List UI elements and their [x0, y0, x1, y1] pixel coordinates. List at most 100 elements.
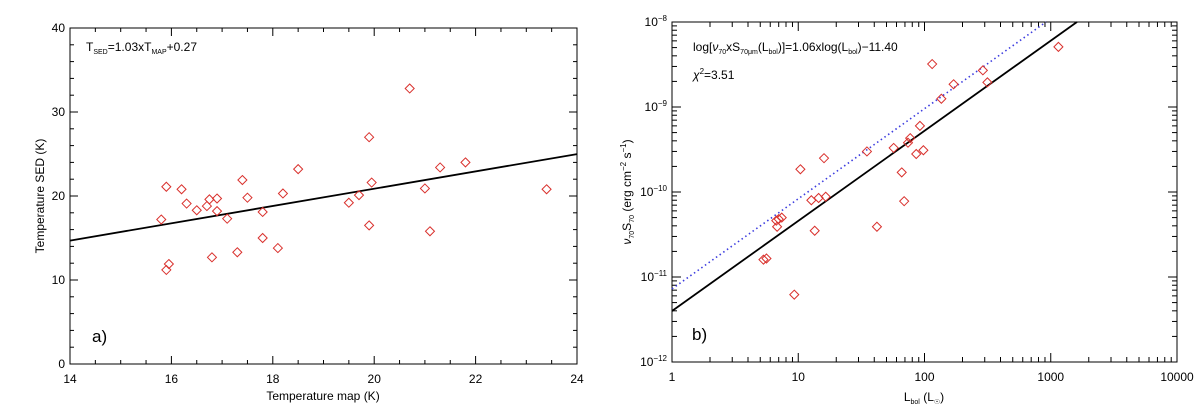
data-point-a — [161, 181, 172, 192]
data-point-b — [936, 93, 947, 104]
data-point-a — [191, 205, 202, 216]
data-point-a — [434, 162, 446, 173]
data-point-b — [861, 146, 873, 157]
data-point-a — [363, 131, 375, 143]
ylabel-b-rest: (erg cm — [620, 171, 634, 215]
x-axis-label-b: Lbol (L☉) — [904, 390, 944, 406]
panel-label-b: b) — [692, 325, 707, 344]
ylabel-b-s: s — [620, 153, 634, 162]
eq-b-s4: bol — [848, 49, 858, 56]
data-point-a — [176, 184, 187, 195]
xlabel-b-L: L — [904, 390, 911, 404]
y-tick-label-b: 10−8 — [645, 14, 668, 29]
ylabel-b-close: ) — [620, 139, 634, 143]
x-tick-label-a: 14 — [63, 372, 77, 386]
eq-b-e: )−11.40 — [858, 40, 898, 54]
data-point-a — [272, 242, 284, 254]
x-tick-labels-b: 1 10 100 1000 10000 — [669, 370, 1194, 384]
eq-b-nu: ν — [712, 40, 718, 54]
y-tick-label-b-exp: −10 — [653, 184, 667, 193]
xlabel-b-close: ) — [940, 390, 944, 404]
equation-annotation-a: TSED=1.03xTMAP+0.27 — [86, 40, 197, 56]
data-point-b — [904, 132, 916, 144]
y-tick-label-b: 10−10 — [640, 184, 667, 199]
y-tick-label-b-base: 10 — [640, 185, 654, 199]
fit-line-b-solid — [671, 21, 1078, 312]
eq-b-b: xS — [726, 40, 740, 54]
plot-frame-b — [671, 21, 1178, 363]
eq-b-s1: 70 — [718, 49, 726, 56]
y-tick-label-a: 0 — [58, 357, 65, 371]
y-tick-label-b-base: 10 — [641, 270, 655, 284]
eq-a-T: T — [86, 40, 94, 54]
data-point-b — [914, 120, 926, 132]
data-point-a — [366, 177, 377, 188]
data-point-b — [926, 58, 938, 70]
ylabel-b-exp2: −1 — [619, 143, 628, 153]
data-point-b — [918, 145, 929, 156]
eq-a-sub-sed: SED — [93, 49, 107, 56]
data-point-a — [541, 184, 552, 195]
x-tick-label-b: 10000 — [1160, 370, 1194, 384]
data-point-b — [898, 195, 910, 207]
data-point-a — [163, 258, 175, 270]
ylabel-b-sub2: 70 — [629, 215, 636, 223]
data-point-b — [888, 142, 899, 154]
fit-lines-b — [671, 21, 1078, 312]
y-tick-label-b-exp: −8 — [658, 14, 668, 23]
data-point-a — [181, 198, 192, 209]
tick-marks-b — [671, 21, 1178, 363]
data-point-a — [353, 189, 365, 201]
data-point-b — [809, 225, 820, 236]
ylabel-b-nu: ν — [620, 239, 634, 245]
data-point-a — [419, 183, 431, 194]
data-point-b — [795, 164, 806, 175]
data-point-b — [982, 77, 993, 88]
chi-b-exp: 2 — [700, 67, 705, 76]
data-point-b — [758, 254, 769, 265]
eq-b-a: log[ — [693, 40, 713, 54]
eq-b-d: )]=1.06xlog(L — [778, 40, 849, 54]
data-point-a — [211, 205, 223, 217]
x-tick-label-b: 100 — [914, 370, 934, 384]
y-tick-label-b: 10−11 — [641, 269, 668, 284]
y-tick-labels-a: 0 10 20 30 40 — [52, 21, 66, 371]
panel-label-a: a) — [92, 327, 107, 346]
data-point-b — [871, 221, 883, 232]
y-tick-label-a: 30 — [52, 105, 66, 119]
data-points-a — [156, 83, 552, 276]
y-axis-label-b: ν70S70 (erg cm−2 s−1) — [619, 139, 636, 244]
data-point-a — [232, 247, 243, 258]
data-point-a — [257, 232, 268, 244]
data-point-b — [820, 191, 831, 202]
data-point-b — [789, 289, 800, 300]
x-tick-label-b: 10 — [792, 370, 806, 384]
data-point-a — [237, 174, 248, 186]
panel-a: 14 16 18 20 22 24 0 10 20 30 40 Temperature map (… — [33, 21, 584, 403]
y-tick-label-a: 20 — [52, 189, 66, 203]
data-point-a — [292, 163, 304, 175]
equation-annotation-b: log[ν70xS70μm(Lbol)]=1.06xlog(Lbol)−11.4… — [693, 40, 898, 56]
y-tick-label-b-exp: −9 — [658, 99, 668, 108]
data-point-a — [161, 264, 172, 276]
y-tick-label-a: 40 — [52, 21, 66, 35]
data-point-b — [896, 167, 907, 178]
xlabel-b-sun: ☉ — [934, 399, 940, 406]
data-point-a — [404, 83, 415, 94]
y-tick-label-b-base: 10 — [645, 15, 659, 29]
y-tick-label-b-base: 10 — [640, 355, 654, 369]
x-tick-label-b: 1000 — [1037, 370, 1064, 384]
data-point-a — [201, 200, 213, 212]
x-tick-label-a: 16 — [165, 372, 179, 386]
data-point-a — [204, 194, 215, 205]
data-point-a — [206, 252, 218, 263]
plot-frame-a — [69, 27, 578, 365]
xlabel-b-sub: bol — [911, 399, 921, 406]
fit-line-a — [69, 153, 578, 242]
data-point-b — [977, 65, 989, 76]
panel-b: 1 10 100 1000 10000 10−1210−1110−1010−910−8 … — [619, 14, 1194, 406]
ylabel-b-exp1: −2 — [619, 161, 628, 171]
data-point-b — [761, 253, 772, 264]
data-point-b — [1053, 41, 1064, 53]
